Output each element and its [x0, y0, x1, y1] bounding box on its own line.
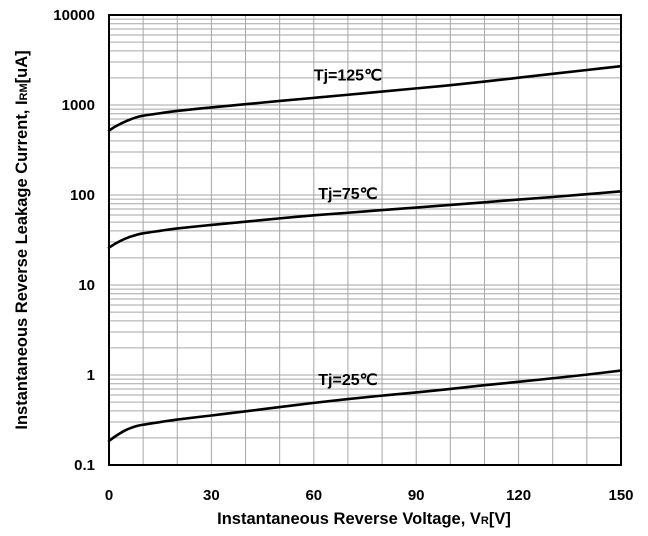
y-tick-label: 0.1 — [74, 457, 95, 474]
plot-frame — [108, 14, 622, 466]
y-tick-label: 100 — [70, 187, 95, 204]
y-tick-label: 10 — [78, 277, 95, 294]
series-line-0 — [107, 64, 623, 132]
x-tick-label: 90 — [408, 487, 425, 504]
series-labels: Tj=125℃ Tj=75℃ Tj=25℃ — [314, 68, 382, 389]
x-tick-labels: 0 30 60 90 120 150 — [105, 487, 634, 504]
grid — [109, 15, 621, 465]
series-label-0: Tj=125℃ — [314, 68, 382, 85]
series-label-2: Tj=25℃ — [318, 372, 377, 389]
y-tick-label: 1 — [87, 367, 95, 384]
series-label-1: Tj=75℃ — [318, 186, 377, 203]
x-axis-title: Instantaneous Reverse Voltage, VR[V] — [217, 510, 511, 528]
y-axis-title: Instantaneous Reverse Leakage Current, I… — [13, 50, 31, 429]
x-tick-label: 30 — [203, 487, 220, 504]
y-tick-label: 10000 — [53, 7, 95, 24]
x-tick-label: 60 — [305, 487, 322, 504]
y-tick-label: 1000 — [62, 97, 95, 114]
x-tick-label: 120 — [506, 487, 531, 504]
series-lines — [107, 64, 623, 443]
y-tick-labels: 0.1 1 10 100 1000 10000 — [53, 7, 95, 474]
x-tick-label: 0 — [105, 487, 113, 504]
x-tick-label: 150 — [608, 487, 633, 504]
series-line-1 — [107, 189, 623, 249]
series-line-2 — [107, 369, 623, 443]
